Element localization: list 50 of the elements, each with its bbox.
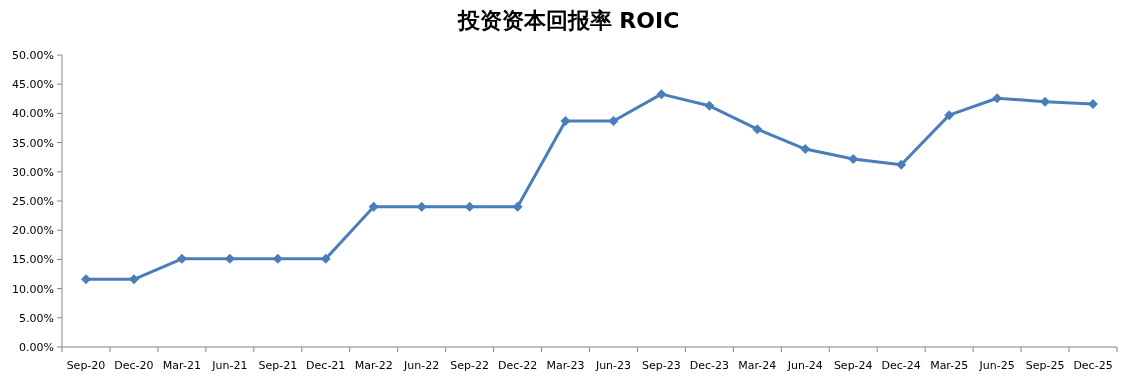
y-tick-label: 20.00% [12,224,54,238]
point [464,201,475,212]
x-tick-label: Jun-25 [978,359,1015,372]
y-tick-label: 45.00% [12,78,54,92]
x-tick-label: Jun-21 [211,359,248,372]
x-tick-label: Mar-25 [930,359,969,372]
point [656,89,667,100]
x-tick-label: Dec-24 [881,359,921,372]
point [512,201,523,212]
x-tick-label: Sep-21 [258,359,298,372]
x-tick-label: Dec-25 [1073,359,1113,372]
x-tick-label: Jun-24 [786,359,823,372]
x-tick-label: Dec-21 [306,359,346,372]
point [1088,99,1099,110]
x-tick-label: Mar-22 [354,359,393,372]
point [80,274,91,285]
y-tick-label: 40.00% [12,107,54,121]
x-tick-label: Mar-23 [546,359,585,372]
x-tick-label: Sep-22 [450,359,489,372]
point [704,100,715,111]
y-tick-label: 25.00% [12,195,54,208]
y-tick-label: 5.00% [19,311,54,325]
point [560,115,571,126]
y-tick-label: 0.00% [19,341,54,354]
y-tick-label: 30.00% [12,165,54,179]
y-tick-label: 50.00% [12,49,54,62]
point [896,159,907,170]
point [176,253,187,264]
x-tick-label: Dec-23 [689,359,730,372]
x-tick-label: Jun-23 [594,359,632,372]
point [608,115,619,126]
point [416,201,427,212]
point [368,201,379,212]
y-tick-label: 35.00% [12,136,54,150]
x-tick-label: Dec-20 [114,359,154,372]
chart-title: 投资资本回报率 ROIC [456,8,680,33]
x-tick-label: Sep-25 [1025,359,1065,372]
x-tick-label: Jun-22 [403,359,440,372]
point [800,144,811,155]
x-tick-label: Sep-20 [66,359,106,372]
point [320,253,331,264]
x-tick-label: Sep-23 [642,359,681,372]
x-tick-label: Sep-24 [833,359,873,372]
x-tick-label: Mar-24 [738,359,777,372]
y-tick-label: 15.00% [12,253,54,267]
point [944,110,955,121]
point [752,124,763,135]
x-tick-label: Dec-22 [497,359,538,372]
x-tick-label: Mar-21 [162,359,201,372]
y-tick-label: 10.00% [12,282,54,296]
